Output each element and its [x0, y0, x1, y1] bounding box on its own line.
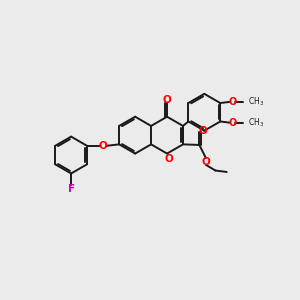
Text: O: O	[229, 97, 237, 107]
Text: O: O	[163, 95, 171, 105]
Text: CH$_3$: CH$_3$	[248, 116, 264, 129]
Text: O: O	[229, 118, 237, 128]
Text: O: O	[164, 154, 173, 164]
Text: O: O	[98, 141, 107, 151]
Text: F: F	[68, 184, 75, 194]
Text: O: O	[199, 126, 208, 136]
Text: CH$_3$: CH$_3$	[248, 96, 264, 108]
Text: O: O	[202, 157, 210, 166]
